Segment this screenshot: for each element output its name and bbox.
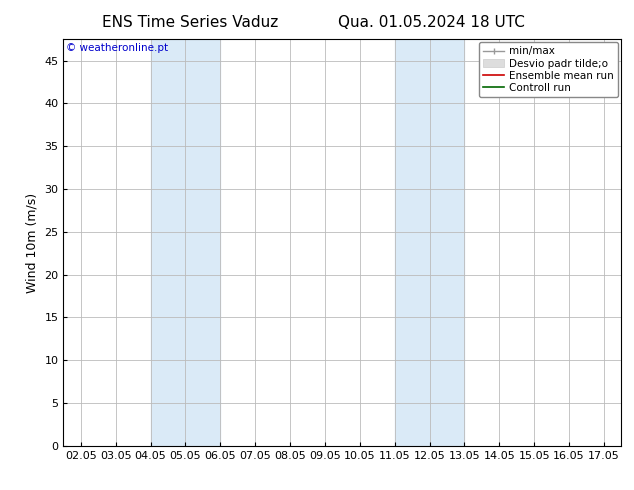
Text: ENS Time Series Vaduz: ENS Time Series Vaduz — [102, 15, 278, 30]
Y-axis label: Wind 10m (m/s): Wind 10m (m/s) — [26, 193, 39, 293]
Legend: min/max, Desvio padr tilde;o, Ensemble mean run, Controll run: min/max, Desvio padr tilde;o, Ensemble m… — [479, 42, 618, 97]
Bar — [150, 39, 221, 446]
Text: © weatheronline.pt: © weatheronline.pt — [66, 43, 168, 53]
Bar — [394, 39, 464, 446]
Text: Qua. 01.05.2024 18 UTC: Qua. 01.05.2024 18 UTC — [338, 15, 524, 30]
